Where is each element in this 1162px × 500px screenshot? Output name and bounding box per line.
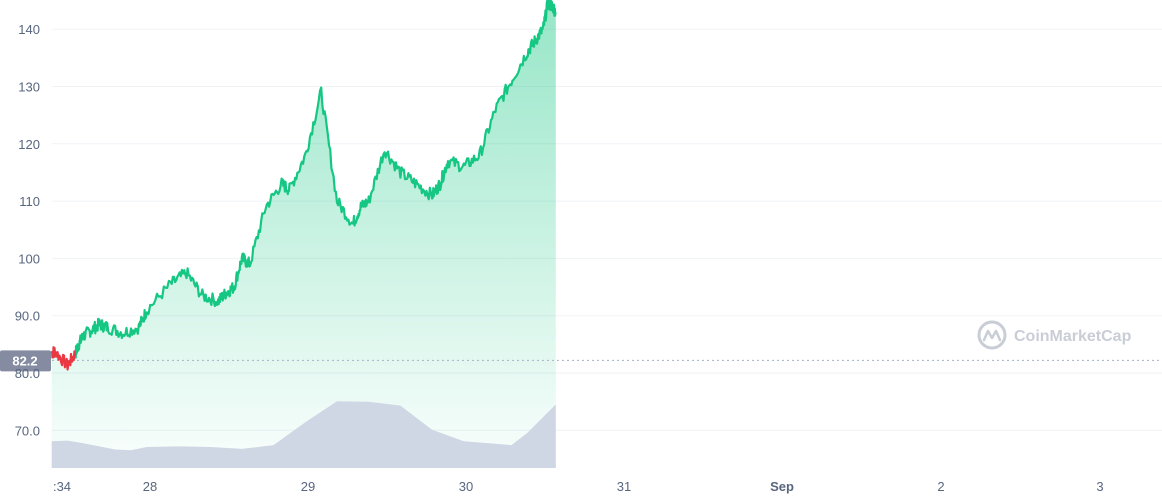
- x-tick-label: 2: [937, 479, 944, 494]
- y-axis-ticks: 70.0 80.0 90.0 100 110 120 130 140: [15, 22, 40, 438]
- x-tick-label: 30: [459, 479, 473, 494]
- price-line-up: [74, 0, 557, 359]
- x-tick-label: Sep: [770, 479, 794, 494]
- coinmarketcap-watermark: CoinMarketCap: [977, 320, 1132, 350]
- reference-line-group: 82.2: [0, 350, 1162, 372]
- y-tick-label: 120: [18, 137, 40, 152]
- y-tick-label: 90.0: [15, 309, 40, 324]
- x-tick-label: 3: [1096, 479, 1103, 494]
- x-axis-ticks: :34 28 29 30 31 Sep 2 3: [53, 479, 1104, 494]
- x-tick-label: 29: [301, 479, 315, 494]
- price-area-fill: [51, 0, 556, 468]
- y-tick-label: 110: [19, 194, 40, 209]
- coinmarketcap-logo-icon: [977, 320, 1007, 350]
- y-tick-label: 140: [18, 22, 40, 37]
- watermark-label: CoinMarketCap: [1014, 328, 1132, 345]
- price-line-group: [50, 0, 557, 371]
- reference-price-label: 82.2: [12, 353, 37, 368]
- x-tick-label: :34: [53, 479, 71, 494]
- volume-area: [51, 401, 556, 468]
- price-area: [51, 0, 556, 468]
- x-tick-label: 28: [143, 479, 157, 494]
- volume-shape: [51, 401, 556, 468]
- x-tick-label: 31: [617, 479, 631, 494]
- y-tick-label: 130: [18, 80, 40, 95]
- y-tick-label: 70.0: [15, 423, 40, 438]
- reference-price-badge: [0, 350, 51, 372]
- y-tick-label: 100: [18, 251, 40, 266]
- price-line-down: [50, 346, 77, 371]
- y-tick-label: 80.0: [15, 366, 40, 381]
